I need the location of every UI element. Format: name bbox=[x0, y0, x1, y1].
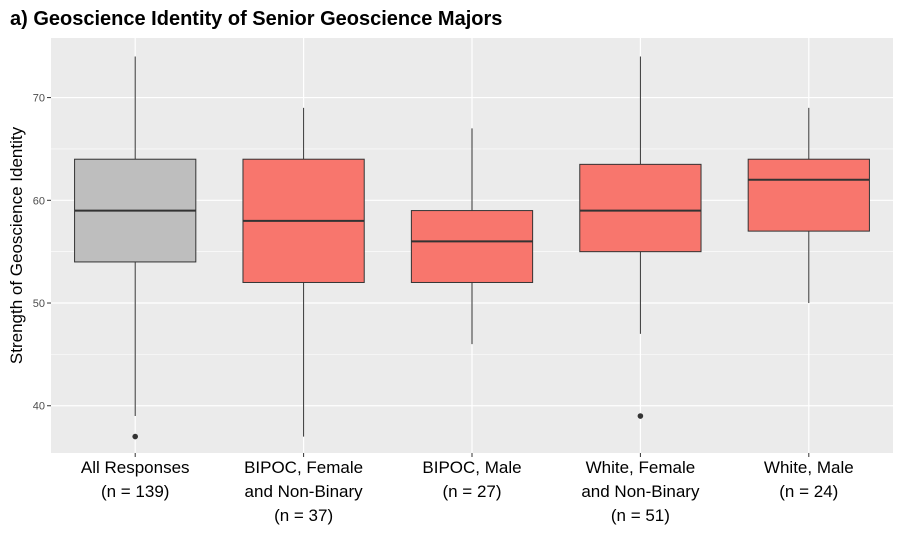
x-tick-label: All Responses (n = 139) bbox=[81, 458, 190, 501]
box-1 bbox=[242, 107, 365, 437]
y-tick-label: 60 bbox=[33, 195, 45, 207]
box-0 bbox=[74, 56, 197, 440]
chart-title: a) Geoscience Identity of Senior Geoscie… bbox=[10, 8, 502, 30]
x-tick-label: BIPOC, Male (n = 27) bbox=[422, 458, 521, 501]
x-axis: All Responses (n = 139) BIPOC, Female and N… bbox=[81, 453, 854, 525]
x-tick-label-line: White, Male bbox=[764, 458, 854, 477]
y-axis-label: Strength of Geoscience Identity bbox=[7, 126, 26, 364]
box-iqr bbox=[747, 158, 870, 232]
x-tick-label-line: and Non-Binary bbox=[245, 482, 364, 501]
x-tick-label-line: All Responses bbox=[81, 458, 190, 477]
x-tick-label-line: (n = 139) bbox=[101, 482, 170, 501]
x-tick-label-line: BIPOC, Female bbox=[244, 458, 363, 477]
box-3 bbox=[579, 56, 702, 419]
x-tick-label-line: BIPOC, Male bbox=[422, 458, 521, 477]
x-tick-label-line: (n = 27) bbox=[442, 482, 501, 501]
outlier-point bbox=[132, 433, 138, 440]
box-4 bbox=[747, 107, 870, 304]
x-tick-label-line: (n = 51) bbox=[611, 506, 670, 525]
box-iqr bbox=[579, 163, 702, 253]
y-tick-label: 70 bbox=[33, 93, 45, 105]
y-tick-label: 40 bbox=[33, 401, 45, 413]
x-tick-label: BIPOC, Female and Non-Binary (n = 37) bbox=[244, 458, 363, 525]
x-tick-label: White, Male (n = 24) bbox=[764, 458, 854, 501]
y-tick-label: 50 bbox=[33, 298, 45, 310]
outlier-point bbox=[637, 413, 644, 419]
x-tick-label: White, Female and Non-Binary (n = 51) bbox=[581, 458, 700, 525]
box-group bbox=[74, 56, 870, 440]
x-tick-label-line: White, Female bbox=[586, 458, 696, 477]
x-tick-label-line: and Non-Binary bbox=[581, 482, 700, 501]
y-axis: 40 50 60 70 bbox=[33, 93, 51, 413]
box-iqr bbox=[410, 210, 534, 283]
x-tick-label-line: (n = 24) bbox=[779, 482, 838, 501]
box-2 bbox=[410, 128, 534, 345]
x-tick-label-line: (n = 37) bbox=[274, 506, 333, 525]
